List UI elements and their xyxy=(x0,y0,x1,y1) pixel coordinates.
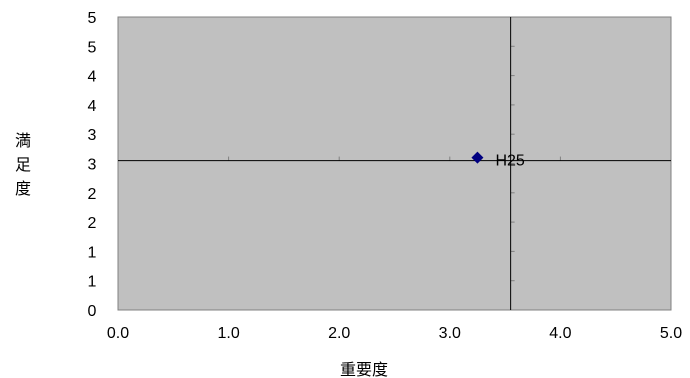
reference-lines xyxy=(118,17,671,310)
plot-area xyxy=(117,16,672,311)
y-tick-label: 4 xyxy=(88,98,97,115)
y-tick-label: 2 xyxy=(88,215,97,232)
x-tick-label: 2.0 xyxy=(328,325,350,342)
y-tick-label: 5 xyxy=(88,10,97,27)
y-axis-title: 満足度 xyxy=(15,132,31,198)
data-point-label: H25 xyxy=(495,153,524,170)
y-tick-label: 4 xyxy=(88,69,97,86)
y-tick-label: 2 xyxy=(88,186,97,203)
x-axis-title: 重要度 xyxy=(340,361,388,378)
x-tick-label: 4.0 xyxy=(549,325,571,342)
y-tick-label: 5 xyxy=(88,39,97,56)
y-axis-title-char: 度 xyxy=(15,180,31,198)
y-axis-ticks: 0 1 1 2 2 3 3 4 4 5 5 xyxy=(88,10,97,320)
y-tick-label: 1 xyxy=(88,274,97,291)
y-axis-title-char: 満 xyxy=(15,132,31,150)
x-tick-label: 1.0 xyxy=(217,325,239,342)
minor-ticks xyxy=(228,45,561,282)
y-axis-title-char: 足 xyxy=(15,157,31,174)
x-tick-label: 0.0 xyxy=(107,325,129,342)
x-tick-label: 5.0 xyxy=(660,325,682,342)
y-tick-label: 3 xyxy=(88,157,97,174)
x-axis-ticks: 0.0 1.0 2.0 3.0 4.0 5.0 xyxy=(107,325,682,342)
y-tick-label: 0 xyxy=(88,303,97,320)
y-tick-label: 3 xyxy=(88,127,97,144)
x-tick-label: 3.0 xyxy=(439,325,461,342)
y-tick-label: 1 xyxy=(88,244,97,261)
data-point-marker xyxy=(471,151,484,164)
data-points: H25 xyxy=(471,151,525,170)
